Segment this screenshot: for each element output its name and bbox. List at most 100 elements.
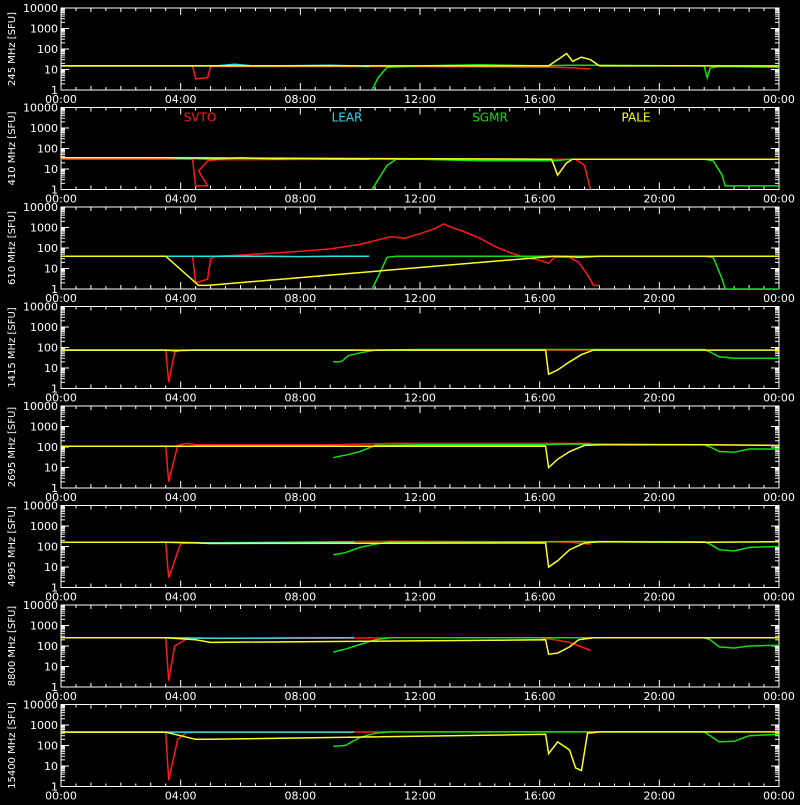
x-tick-label: 04:00 xyxy=(165,193,197,206)
series-pale-line xyxy=(61,638,779,654)
y-tick-label: 1000 xyxy=(30,719,58,732)
legend-svto: SVTO xyxy=(184,111,217,125)
x-tick-label: 08:00 xyxy=(284,292,316,305)
y-axis-label: 15400 MHz [SFU] xyxy=(7,702,18,789)
x-tick-label: 04:00 xyxy=(165,292,197,305)
y-axis-label: 410 MHz [SFU] xyxy=(7,111,18,185)
x-tick-label: 08:00 xyxy=(284,392,316,405)
x-tick-label: 20:00 xyxy=(643,193,675,206)
y-tick-label: 10000 xyxy=(23,400,58,413)
y-tick-label: 10 xyxy=(44,163,58,176)
x-tick-label: 04:00 xyxy=(165,392,197,405)
y-tick-label: 1000 xyxy=(30,122,58,135)
y-tick-label: 10 xyxy=(44,462,58,475)
x-tick-label: 16:00 xyxy=(524,491,556,504)
x-tick-label: 20:00 xyxy=(643,93,675,106)
x-tick-label: 16:00 xyxy=(524,392,556,405)
x-tick-label: 12:00 xyxy=(404,690,436,703)
y-tick-label: 10 xyxy=(44,64,58,77)
series-pale-line xyxy=(61,54,779,66)
y-tick-label: 10000 xyxy=(23,599,58,612)
x-tick-label: 20:00 xyxy=(643,491,675,504)
series-sgmr-line xyxy=(372,159,779,189)
x-tick-label: 08:00 xyxy=(284,491,316,504)
series-pale-line xyxy=(61,732,779,771)
x-tick-label: 20:00 xyxy=(643,690,675,703)
y-tick-label: 10000 xyxy=(23,699,58,712)
x-tick-label: 16:00 xyxy=(524,790,556,801)
x-tick-label: 08:00 xyxy=(284,690,316,703)
x-tick-label: 00:00 xyxy=(763,591,795,604)
series-svto-line xyxy=(61,350,591,382)
x-tick-label: 16:00 xyxy=(524,193,556,206)
x-tick-label: 12:00 xyxy=(404,193,436,206)
y-tick-label: 10000 xyxy=(23,500,58,513)
x-tick-label: 16:00 xyxy=(524,292,556,305)
y-tick-label: 1000 xyxy=(30,23,58,36)
series-pale-line xyxy=(61,350,779,374)
y-tick-label: 100 xyxy=(37,242,58,255)
x-tick-label: 08:00 xyxy=(284,790,316,801)
y-tick-label: 10 xyxy=(44,561,58,574)
x-tick-label: 08:00 xyxy=(284,193,316,206)
y-tick-label: 10 xyxy=(44,760,58,773)
y-tick-label: 100 xyxy=(37,640,58,653)
y-tick-label: 10000 xyxy=(23,201,58,214)
y-tick-label: 1000 xyxy=(30,321,58,334)
x-tick-label: 04:00 xyxy=(165,690,197,703)
x-tick-label: 00:00 xyxy=(45,790,77,801)
x-tick-label: 00:00 xyxy=(763,790,795,801)
legend-lear: LEAR xyxy=(332,111,363,125)
x-tick-label: 12:00 xyxy=(404,93,436,106)
x-tick-label: 08:00 xyxy=(284,93,316,106)
x-tick-label: 12:00 xyxy=(404,292,436,305)
series-svto-line xyxy=(61,443,591,481)
y-tick-label: 100 xyxy=(37,441,58,454)
x-tick-label: 12:00 xyxy=(404,491,436,504)
y-tick-label: 1000 xyxy=(30,520,58,533)
series-pale-line xyxy=(61,445,779,468)
y-tick-label: 100 xyxy=(37,541,58,554)
series-svto-line xyxy=(61,638,591,681)
legend-sgmr: SGMR xyxy=(472,111,508,125)
y-axis-label: 245 MHz [SFU] xyxy=(7,12,18,86)
y-tick-label: 1000 xyxy=(30,421,58,434)
x-tick-label: 12:00 xyxy=(404,591,436,604)
panel-frame xyxy=(61,8,779,90)
x-tick-label: 16:00 xyxy=(524,591,556,604)
y-tick-label: 1000 xyxy=(30,620,58,633)
x-tick-label: 08:00 xyxy=(284,591,316,604)
y-tick-label: 10000 xyxy=(23,301,58,314)
x-tick-label: 20:00 xyxy=(643,392,675,405)
x-tick-label: 20:00 xyxy=(643,790,675,801)
y-tick-label: 100 xyxy=(37,43,58,56)
x-tick-label: 00:00 xyxy=(763,392,795,405)
panel-frame xyxy=(61,108,779,190)
x-tick-label: 04:00 xyxy=(165,491,197,504)
series-svto-line xyxy=(61,732,591,780)
y-tick-label: 100 xyxy=(37,143,58,156)
x-tick-label: 12:00 xyxy=(404,392,436,405)
x-tick-label: 00:00 xyxy=(763,292,795,305)
series-sgmr-line xyxy=(333,350,779,362)
series-svto-line xyxy=(61,159,591,189)
x-tick-label: 12:00 xyxy=(404,790,436,801)
x-tick-label: 00:00 xyxy=(763,93,795,106)
series-svto-line xyxy=(61,66,591,79)
series-pale-line xyxy=(61,256,779,285)
series-svto-line xyxy=(61,541,591,577)
y-axis-label: 8800 MHz [SFU] xyxy=(7,606,18,687)
y-axis-label: 1415 MHz [SFU] xyxy=(7,307,18,388)
y-tick-label: 10000 xyxy=(23,2,58,15)
x-tick-label: 00:00 xyxy=(763,690,795,703)
y-tick-label: 10 xyxy=(44,263,58,276)
